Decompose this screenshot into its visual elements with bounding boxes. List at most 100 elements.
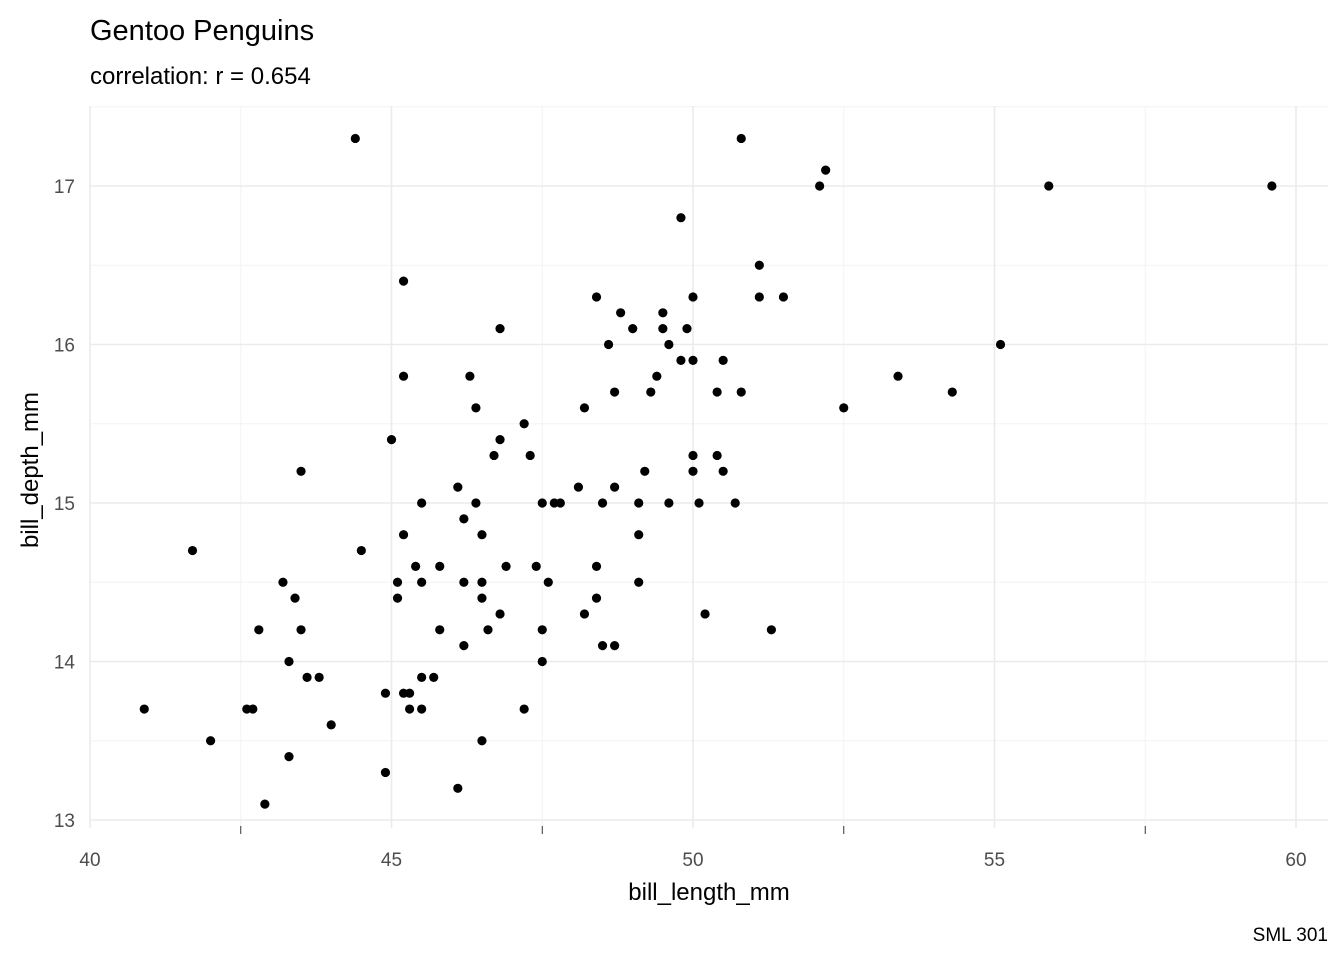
data-point-84 — [579, 609, 590, 619]
data-point-39 — [495, 435, 505, 445]
y-tick-label-4: 17 — [54, 177, 75, 198]
y-tick-label-1: 14 — [54, 653, 76, 674]
chart-subtitle: correlation: r = 0.654 — [90, 63, 311, 90]
data-point-96 — [537, 656, 547, 667]
data-point-44 — [296, 466, 306, 476]
chart-caption: SML 301 — [1253, 925, 1328, 946]
data-point-47 — [718, 466, 728, 476]
data-point-9 — [591, 292, 602, 302]
data-point-87 — [296, 625, 306, 635]
data-point-69 — [501, 561, 511, 572]
data-point-57 — [634, 498, 644, 508]
x-tick-label-2: 50 — [682, 850, 703, 871]
data-point-38 — [386, 435, 397, 445]
data-point-43 — [712, 450, 722, 461]
data-point-100 — [429, 672, 439, 682]
data-point-17 — [658, 324, 668, 334]
x-tick-label-0: 40 — [79, 850, 100, 871]
data-point-3 — [815, 181, 825, 191]
data-point-76 — [477, 577, 487, 587]
data-point-4 — [1044, 181, 1054, 191]
data-point-85 — [700, 609, 710, 619]
data-point-74 — [417, 577, 427, 587]
data-point-53 — [537, 498, 547, 508]
data-point-79 — [290, 593, 300, 603]
data-point-68 — [435, 561, 445, 572]
data-point-61 — [459, 514, 469, 524]
data-point-101 — [380, 688, 391, 698]
data-point-64 — [634, 530, 644, 540]
data-point-16 — [628, 324, 638, 334]
data-point-41 — [525, 450, 535, 461]
data-point-14 — [658, 308, 668, 318]
data-point-32 — [736, 387, 746, 397]
data-point-21 — [995, 339, 1006, 350]
data-point-49 — [573, 482, 584, 492]
data-point-80 — [392, 593, 403, 603]
data-point-112 — [477, 736, 487, 746]
data-point-98 — [314, 672, 324, 682]
data-point-97 — [302, 672, 312, 682]
data-point-66 — [356, 545, 366, 556]
x-tick-label-1: 45 — [381, 850, 402, 871]
data-point-30 — [646, 387, 656, 397]
data-point-73 — [392, 577, 403, 587]
data-point-0 — [350, 133, 360, 144]
y-tick-label-3: 16 — [54, 336, 75, 357]
data-point-15 — [495, 324, 505, 334]
data-point-56 — [597, 498, 608, 508]
data-point-52 — [471, 498, 481, 508]
data-point-91 — [766, 625, 776, 635]
data-point-48 — [453, 482, 463, 492]
data-point-59 — [694, 498, 704, 508]
y-axis-ticks: 13 14 15 16 17 — [54, 177, 76, 832]
data-point-78 — [634, 577, 644, 587]
chart-title: Gentoo Penguins — [90, 15, 314, 47]
x-tick-label-4: 60 — [1285, 850, 1306, 871]
data-point-46 — [688, 466, 698, 476]
data-point-88 — [435, 625, 445, 635]
data-point-6 — [676, 213, 686, 223]
data-point-67 — [411, 561, 421, 572]
data-point-106 — [248, 704, 258, 714]
data-point-29 — [610, 387, 620, 397]
data-point-103 — [404, 688, 415, 698]
data-point-77 — [543, 577, 553, 587]
data-point-62 — [398, 530, 409, 540]
data-point-75 — [459, 577, 469, 587]
x-axis-title: bill_length_mm — [628, 879, 789, 906]
data-point-1 — [736, 133, 746, 144]
data-point-2 — [821, 165, 831, 175]
data-point-36 — [839, 403, 849, 413]
data-point-90 — [537, 625, 547, 635]
data-point-22 — [676, 355, 686, 365]
data-point-114 — [380, 767, 391, 778]
data-point-51 — [417, 498, 427, 508]
data-point-31 — [712, 387, 722, 397]
y-tick-label-0: 13 — [54, 811, 75, 832]
x-tick-label-3: 55 — [984, 850, 1005, 871]
data-point-89 — [483, 625, 493, 635]
data-point-50 — [610, 482, 620, 492]
data-point-92 — [459, 641, 469, 651]
data-point-26 — [465, 371, 475, 381]
data-point-116 — [260, 799, 270, 809]
y-axis-title: bill_depth_mm — [17, 392, 44, 548]
data-point-18 — [682, 324, 692, 334]
data-point-13 — [616, 308, 626, 318]
data-point-10 — [688, 292, 698, 302]
data-point-19 — [603, 339, 614, 350]
data-point-99 — [417, 672, 427, 682]
grid-lines — [89, 106, 1328, 828]
data-point-107 — [404, 704, 415, 714]
data-point-115 — [453, 783, 463, 793]
data-point-11 — [754, 292, 764, 302]
data-point-28 — [893, 371, 903, 381]
data-point-23 — [688, 355, 698, 365]
data-point-27 — [652, 371, 662, 381]
x-axis-ticks: 40 45 50 55 60 — [79, 826, 1307, 871]
data-point-94 — [610, 641, 620, 651]
data-point-60 — [730, 498, 740, 508]
data-point-109 — [519, 704, 529, 714]
